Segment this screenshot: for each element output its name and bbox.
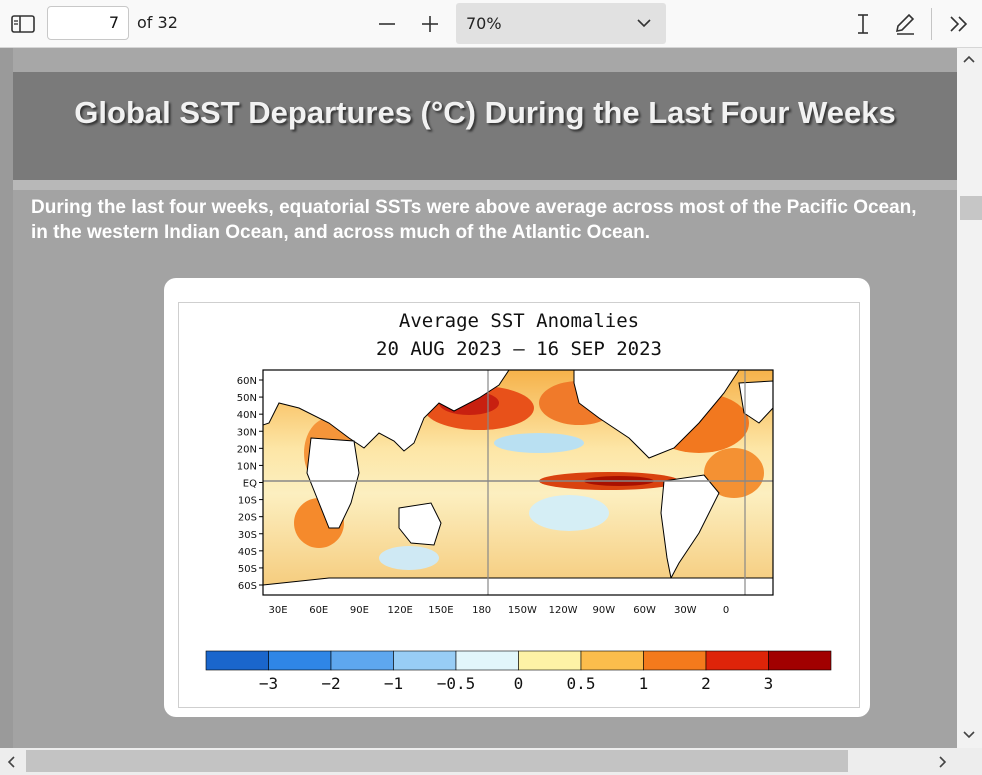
sst-anomaly-map: 60N 50N 40N 30N 20N 10N EQ 10S 20S 30S 40S 50S 60S 3… xyxy=(237,369,774,613)
lon-tick-label: 0 xyxy=(723,605,729,613)
sidebar-toggle-icon[interactable] xyxy=(10,12,36,36)
lat-tick-label: 60N xyxy=(237,376,257,387)
color-scale-swatch xyxy=(330,650,394,671)
text-select-icon[interactable] xyxy=(851,10,875,38)
lat-tick-label: 40S xyxy=(238,547,257,558)
lon-tick-label: 150E xyxy=(428,605,453,613)
horizontal-scroll-thumb[interactable] xyxy=(26,750,848,772)
lon-tick-label: 60W xyxy=(633,605,656,613)
lat-tick-label: 10N xyxy=(237,461,257,472)
lon-tick-label: 30E xyxy=(268,605,287,613)
scroll-left-icon[interactable] xyxy=(6,755,16,769)
slide-description: During the last four weeks, equatorial S… xyxy=(31,195,957,245)
figure-date-range: 20 AUG 2023 — 16 SEP 2023 xyxy=(376,338,662,360)
color-scale-swatch xyxy=(768,650,832,671)
color-scale-swatch xyxy=(205,650,269,671)
toolbar-divider xyxy=(931,8,932,40)
lon-tick-label: 120E xyxy=(387,605,412,613)
lat-tick-label: 60S xyxy=(238,581,257,592)
color-scale-swatch xyxy=(580,650,644,671)
lat-tick-label: 10S xyxy=(238,496,257,507)
lat-tick-label: 40N xyxy=(237,410,257,421)
color-scale-legend: −3 −2 −1 −0.5 0 0.5 1 2 3 xyxy=(205,650,832,693)
zoom-value: 70% xyxy=(466,14,502,33)
vertical-scroll-thumb[interactable] xyxy=(960,196,982,220)
vertical-scrollbar[interactable] xyxy=(957,48,982,748)
color-scale-label: 3 xyxy=(764,674,774,693)
lon-tick-label: 150W xyxy=(508,605,537,613)
description-line-1: During the last four weeks, equatorial S… xyxy=(31,197,917,218)
pdf-page: Global SST Departures (°C) During the La… xyxy=(13,48,957,748)
lon-tick-label: 180 xyxy=(472,605,491,613)
scroll-right-icon[interactable] xyxy=(938,755,948,769)
color-scale-label: −3 xyxy=(259,674,278,693)
color-scale-label: 0 xyxy=(514,674,524,693)
color-scale-swatch xyxy=(518,650,582,671)
draw-pen-icon[interactable] xyxy=(891,10,919,38)
color-scale-swatch xyxy=(643,650,707,671)
lon-tick-label: 30W xyxy=(674,605,697,613)
color-scale-label: −1 xyxy=(384,674,403,693)
pdf-toolbar: 7 of 32 70% xyxy=(0,0,982,48)
figure-card: Average SST Anomalies 20 AUG 2023 — 16 S… xyxy=(164,278,870,717)
figure-frame: Average SST Anomalies 20 AUG 2023 — 16 S… xyxy=(178,302,860,708)
lat-tick-label: 50S xyxy=(238,564,257,575)
zoom-select[interactable]: 70% xyxy=(456,3,666,44)
color-scale-swatch xyxy=(455,650,519,671)
zoom-out-button[interactable] xyxy=(374,10,400,38)
lat-tick-label: EQ xyxy=(243,479,257,490)
color-scale-swatch xyxy=(393,650,457,671)
color-scale-swatch xyxy=(705,650,769,671)
color-scale-label: 0.5 xyxy=(567,674,596,693)
title-band xyxy=(13,72,957,180)
zoom-in-button[interactable] xyxy=(416,10,444,38)
lat-tick-label: 20N xyxy=(237,444,257,455)
color-scale-label: 1 xyxy=(639,674,649,693)
lon-tick-label: 60E xyxy=(309,605,328,613)
lon-tick-label: 90W xyxy=(593,605,616,613)
chevron-down-icon xyxy=(637,19,651,28)
lat-tick-label: 30N xyxy=(237,427,257,438)
lon-tick-label: 120W xyxy=(549,605,578,613)
lat-tick-label: 20S xyxy=(238,513,257,524)
scroll-up-icon[interactable] xyxy=(962,54,976,64)
description-line-2: in the western Indian Ocean, and across … xyxy=(31,222,651,243)
page-top-strip xyxy=(13,48,957,72)
lat-tick-label: 30S xyxy=(238,530,257,541)
scroll-down-icon[interactable] xyxy=(962,730,976,740)
color-scale-swatch xyxy=(268,650,332,671)
color-scale-label: −0.5 xyxy=(437,674,476,693)
figure-title: Average SST Anomalies xyxy=(398,310,640,332)
page-count-label: of 32 xyxy=(137,13,178,32)
divider-bar xyxy=(13,180,957,190)
lon-tick-label: 90E xyxy=(350,605,369,613)
page-number-input[interactable]: 7 xyxy=(47,6,129,40)
lat-tick-label: 50N xyxy=(237,393,257,404)
color-scale-label: −2 xyxy=(321,674,340,693)
slide-title: Global SST Departures (°C) During the La… xyxy=(74,95,896,130)
color-scale-label: 2 xyxy=(701,674,711,693)
more-tools-icon[interactable] xyxy=(946,10,972,38)
